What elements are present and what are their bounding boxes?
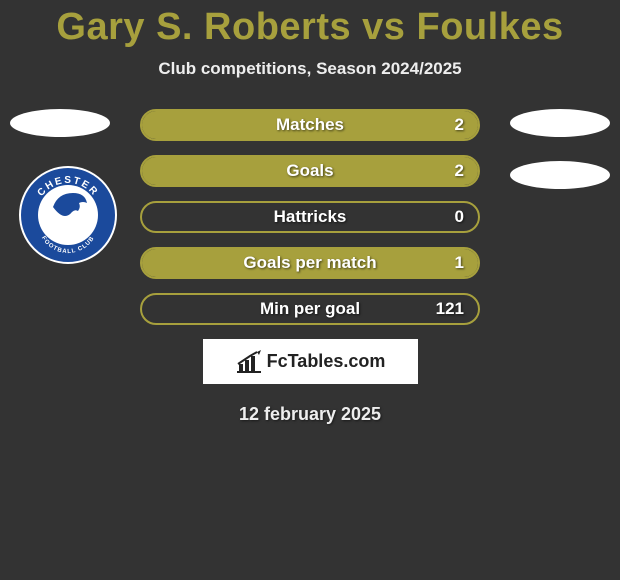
stat-row-goals: Goals 2: [140, 155, 480, 187]
placeholder-ellipse-right-top: [510, 109, 610, 137]
stat-value: 2: [455, 161, 464, 181]
stat-row-matches: Matches 2: [140, 109, 480, 141]
stat-row-min-per-goal: Min per goal 121: [140, 293, 480, 325]
brand-box: FcTables.com: [203, 339, 418, 384]
date-text: 12 february 2025: [0, 404, 620, 425]
chart-icon: [235, 350, 263, 374]
stat-label: Goals: [286, 161, 333, 181]
stat-value: 1: [455, 253, 464, 273]
stat-row-goals-per-match: Goals per match 1: [140, 247, 480, 279]
placeholder-ellipse-left: [10, 109, 110, 137]
subtitle: Club competitions, Season 2024/2025: [0, 59, 620, 79]
club-badge-chester: CHESTER FOOTBALL CLUB: [18, 165, 118, 265]
stat-label: Hattricks: [274, 207, 347, 227]
stat-value: 0: [455, 207, 464, 227]
stat-row-hattricks: Hattricks 0: [140, 201, 480, 233]
placeholder-ellipse-right-bottom: [510, 161, 610, 189]
stat-value: 121: [436, 299, 464, 319]
stat-label: Min per goal: [260, 299, 360, 319]
stat-value: 2: [455, 115, 464, 135]
brand-text: FcTables.com: [267, 351, 386, 372]
page-title: Gary S. Roberts vs Foulkes: [0, 0, 620, 49]
stat-label: Matches: [276, 115, 344, 135]
stat-label: Goals per match: [243, 253, 376, 273]
stats-area: CHESTER FOOTBALL CLUB Matches 2 Goals 2 …: [0, 109, 620, 325]
